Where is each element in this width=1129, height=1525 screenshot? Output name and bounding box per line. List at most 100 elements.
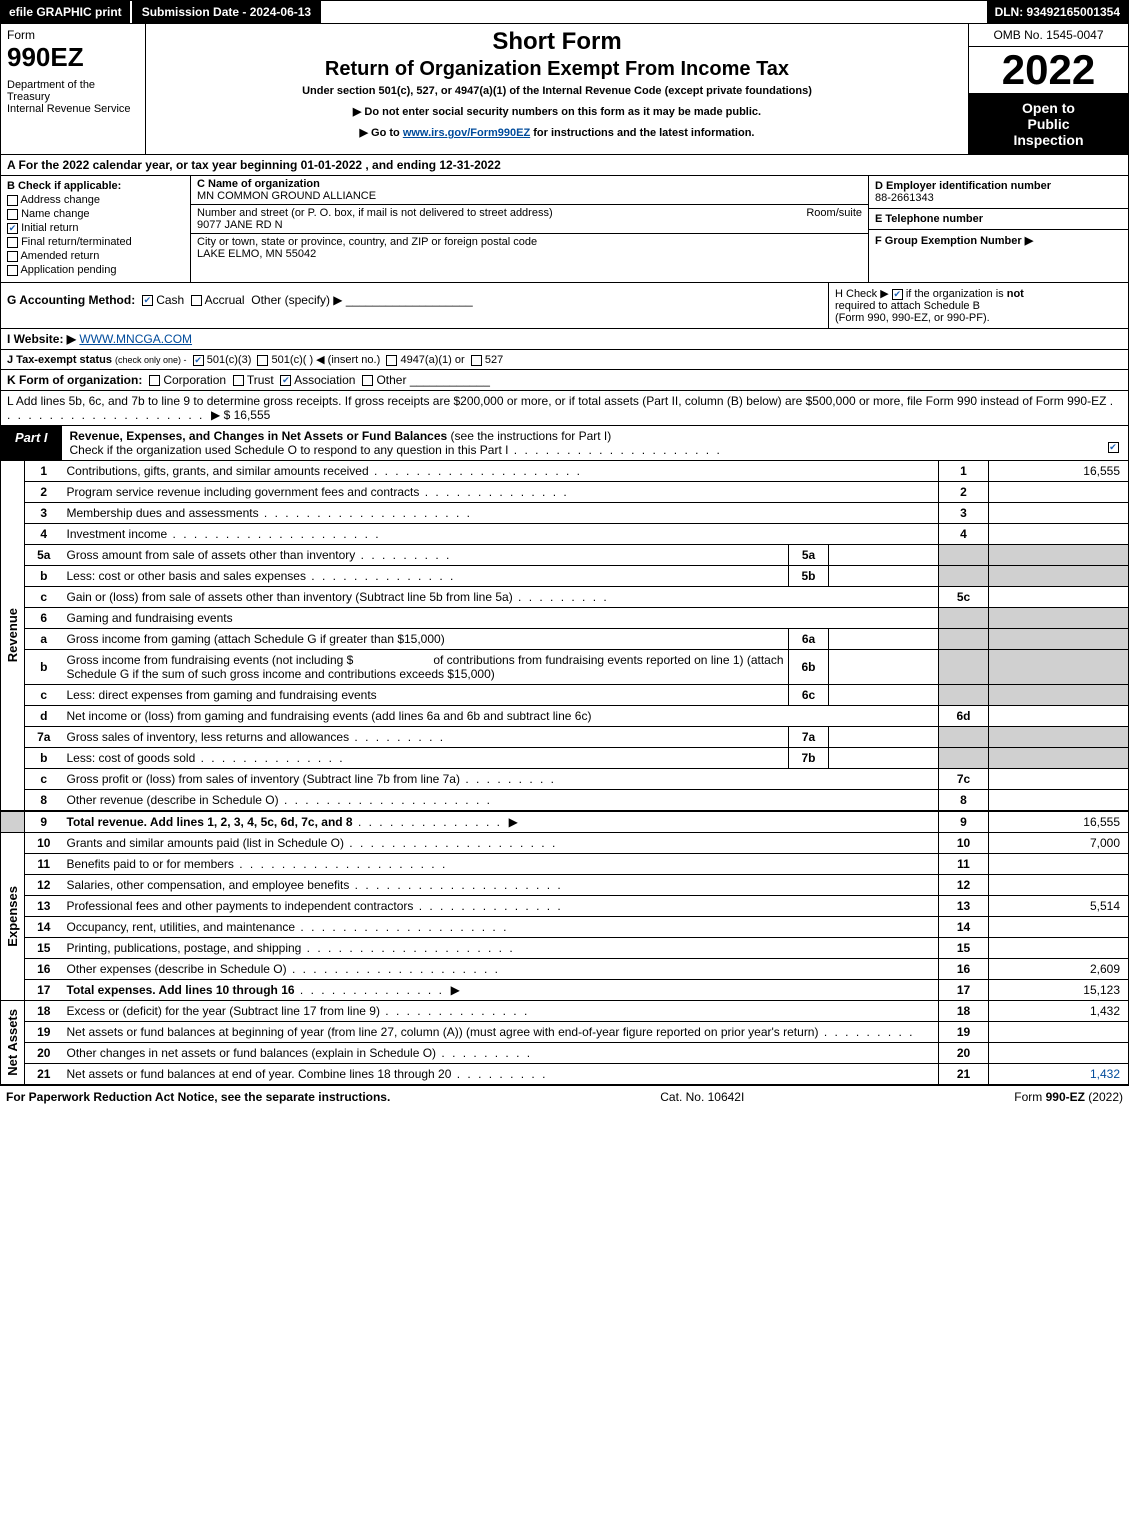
line-16: 16Other expenses (describe in Schedule O… bbox=[1, 959, 1129, 980]
part-i-table: Revenue 1 Contributions, gifts, grants, … bbox=[0, 461, 1129, 1085]
chk-application-pending[interactable]: Application pending bbox=[7, 264, 184, 276]
line-7c: c Gross profit or (loss) from sales of i… bbox=[1, 769, 1129, 790]
org-name: MN COMMON GROUND ALLIANCE bbox=[197, 190, 376, 202]
chk-accrual[interactable] bbox=[191, 295, 202, 306]
top-bar: efile GRAPHIC print Submission Date - 20… bbox=[0, 0, 1129, 24]
h-text1: H Check ▶ bbox=[835, 288, 889, 300]
footer-left: For Paperwork Reduction Act Notice, see … bbox=[6, 1090, 390, 1104]
row-a: A For the 2022 calendar year, or tax yea… bbox=[0, 155, 1129, 176]
line-17: 17Total expenses. Add lines 10 through 1… bbox=[1, 980, 1129, 1001]
page-footer: For Paperwork Reduction Act Notice, see … bbox=[0, 1085, 1129, 1108]
line-2: 2 Program service revenue including gove… bbox=[1, 482, 1129, 503]
l-amount: $ 16,555 bbox=[224, 408, 271, 422]
row-gh: G Accounting Method: Cash Accrual Other … bbox=[0, 283, 1129, 329]
line-21-value: 1,432 bbox=[989, 1064, 1129, 1085]
line-10: Expenses 10 Grants and similar amounts p… bbox=[1, 833, 1129, 854]
c-street-row: Number and street (or P. O. box, if mail… bbox=[191, 205, 868, 234]
row-l: L Add lines 5b, 6c, and 7b to line 9 to … bbox=[0, 391, 1129, 426]
open-line1: Open to bbox=[973, 100, 1124, 116]
f-label: F Group Exemption Number ▶ bbox=[875, 234, 1122, 247]
org-city: LAKE ELMO, MN 55042 bbox=[197, 248, 537, 260]
line-6d: d Net income or (loss) from gaming and f… bbox=[1, 706, 1129, 727]
under-section: Under section 501(c), 527, or 4947(a)(1)… bbox=[154, 85, 960, 97]
website-link[interactable]: WWW.MNCGA.COM bbox=[79, 332, 192, 346]
ein-value: 88-2661343 bbox=[875, 192, 1122, 204]
dept-label: Department of the Treasury Internal Reve… bbox=[7, 79, 139, 115]
line-11: 11Benefits paid to or for members 11 bbox=[1, 854, 1129, 875]
no-ssn-note: ▶ Do not enter social security numbers o… bbox=[154, 105, 960, 118]
col-b: B Check if applicable: Address change Na… bbox=[1, 176, 191, 282]
org-street: 9077 JANE RD N bbox=[197, 219, 553, 231]
line-14: 14Occupancy, rent, utilities, and mainte… bbox=[1, 917, 1129, 938]
dln-label: DLN: 93492165001354 bbox=[987, 1, 1128, 23]
j-sub: (check only one) - bbox=[115, 355, 187, 365]
chk-corp[interactable] bbox=[149, 375, 160, 386]
short-form-title: Short Form bbox=[154, 28, 960, 56]
row-j: J Tax-exempt status (check only one) - 5… bbox=[0, 350, 1129, 370]
open-line2: Public bbox=[973, 116, 1124, 132]
line-1: Revenue 1 Contributions, gifts, grants, … bbox=[1, 461, 1129, 482]
i-label: I Website: ▶ bbox=[7, 332, 76, 346]
line-4: 4 Investment income 4 bbox=[1, 524, 1129, 545]
chk-cash[interactable] bbox=[142, 295, 153, 306]
line-18: Net Assets 18Excess or (deficit) for the… bbox=[1, 1001, 1129, 1022]
tax-year: 2022 bbox=[969, 47, 1128, 94]
line-13-value: 5,514 bbox=[989, 896, 1129, 917]
header-middle: Short Form Return of Organization Exempt… bbox=[146, 24, 968, 154]
col-h: H Check ▶ if the organization is not req… bbox=[828, 283, 1128, 328]
footer-right: Form 990-EZ (2022) bbox=[1014, 1090, 1123, 1104]
line-15: 15Printing, publications, postage, and s… bbox=[1, 938, 1129, 959]
h-text4: (Form 990, 990-EZ, or 990-PF). bbox=[835, 312, 990, 324]
topbar-spacer bbox=[321, 1, 986, 23]
part-i-title-bold: Revenue, Expenses, and Changes in Net As… bbox=[70, 429, 448, 443]
efile-label[interactable]: efile GRAPHIC print bbox=[1, 1, 132, 23]
submission-date: Submission Date - 2024-06-13 bbox=[132, 1, 321, 23]
b-label: B Check if applicable: bbox=[7, 180, 184, 192]
c-city-label: City or town, state or province, country… bbox=[197, 236, 537, 248]
line-7b: b Less: cost of goods sold 7b bbox=[1, 748, 1129, 769]
chk-amended-return[interactable]: Amended return bbox=[7, 250, 184, 262]
c-name-row: C Name of organization MN COMMON GROUND … bbox=[191, 176, 868, 205]
c-city-row: City or town, state or province, country… bbox=[191, 234, 868, 262]
chk-527[interactable] bbox=[471, 355, 482, 366]
goto-link[interactable]: www.irs.gov/Form990EZ bbox=[403, 127, 530, 139]
chk-501c3[interactable] bbox=[193, 355, 204, 366]
chk-part-i-sched-o[interactable] bbox=[1108, 442, 1119, 453]
chk-initial-return[interactable]: Initial return bbox=[7, 222, 184, 234]
part-i-tab: Part I bbox=[1, 426, 62, 460]
line-13: 13Professional fees and other payments t… bbox=[1, 896, 1129, 917]
e-label: E Telephone number bbox=[875, 213, 1122, 225]
part-i-title-rest: (see the instructions for Part I) bbox=[447, 429, 611, 443]
chk-501c[interactable] bbox=[257, 355, 268, 366]
f-row: F Group Exemption Number ▶ bbox=[869, 230, 1128, 282]
line-6: 6 Gaming and fundraising events bbox=[1, 608, 1129, 629]
netassets-side-label: Net Assets bbox=[1, 1001, 25, 1085]
chk-4947[interactable] bbox=[386, 355, 397, 366]
chk-other-org[interactable] bbox=[362, 375, 373, 386]
line-6a: a Gross income from gaming (attach Sched… bbox=[1, 629, 1129, 650]
line-20: 20Other changes in net assets or fund ba… bbox=[1, 1043, 1129, 1064]
col-g: G Accounting Method: Cash Accrual Other … bbox=[1, 283, 828, 328]
line-18-value: 1,432 bbox=[989, 1001, 1129, 1022]
expenses-side-label: Expenses bbox=[1, 833, 25, 1001]
line-21: 21Net assets or fund balances at end of … bbox=[1, 1064, 1129, 1085]
roomsuite-label: Room/suite bbox=[786, 207, 862, 231]
c-name-label: C Name of organization bbox=[197, 178, 376, 190]
line-3: 3 Membership dues and assessments 3 bbox=[1, 503, 1129, 524]
line-10-value: 7,000 bbox=[989, 833, 1129, 854]
part-i-checkbox-cell bbox=[1098, 426, 1128, 460]
d-label: D Employer identification number bbox=[875, 180, 1122, 192]
form-number: 990EZ bbox=[7, 42, 139, 73]
chk-name-change[interactable]: Name change bbox=[7, 208, 184, 220]
h-not: not bbox=[1007, 288, 1024, 300]
line-8: 8 Other revenue (describe in Schedule O)… bbox=[1, 790, 1129, 812]
line-7a: 7a Gross sales of inventory, less return… bbox=[1, 727, 1129, 748]
header-right: OMB No. 1545-0047 2022 Open to Public In… bbox=[968, 24, 1128, 154]
line-5c: c Gain or (loss) from sale of assets oth… bbox=[1, 587, 1129, 608]
chk-h[interactable] bbox=[892, 289, 903, 300]
line-5a: 5a Gross amount from sale of assets othe… bbox=[1, 545, 1129, 566]
chk-trust[interactable] bbox=[233, 375, 244, 386]
chk-final-return[interactable]: Final return/terminated bbox=[7, 236, 184, 248]
chk-assoc[interactable] bbox=[280, 375, 291, 386]
chk-address-change[interactable]: Address change bbox=[7, 194, 184, 206]
